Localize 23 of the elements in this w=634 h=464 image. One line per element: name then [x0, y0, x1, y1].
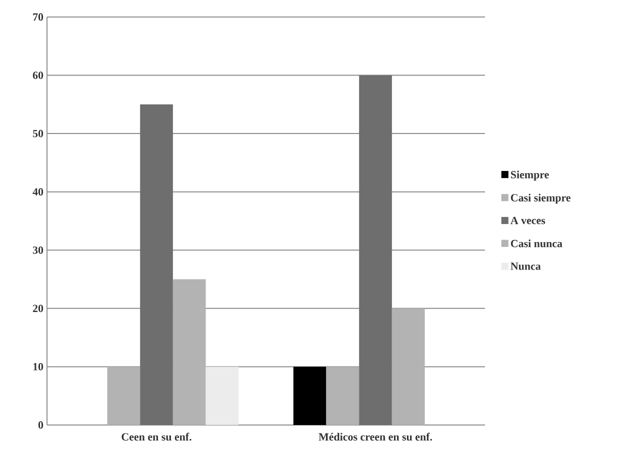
bar: [359, 75, 392, 425]
legend-label: Nunca: [510, 262, 541, 270]
y-tick-label: 50: [32, 130, 44, 138]
bar: [140, 104, 173, 425]
bar: [326, 366, 360, 425]
bar: [172, 279, 206, 425]
x-tick-label: Ceen en su enf.: [122, 432, 192, 441]
bar: [107, 366, 140, 425]
y-tick-label: 0: [38, 421, 44, 429]
y-tick-label: 40: [32, 188, 44, 196]
legend-label: Casi nunca: [510, 240, 562, 248]
y-tick-label: 70: [33, 13, 44, 21]
legend-label: A veces: [510, 216, 546, 224]
x-tick-label: Médicos creen en su enf.: [318, 432, 432, 441]
y-tick-label: 60: [32, 72, 44, 79]
bar: [293, 366, 326, 425]
bar: [206, 366, 239, 425]
y-tick-label: 20: [32, 304, 44, 312]
legend-label: Casi siempre: [510, 194, 570, 204]
y-tick-label: 10: [33, 363, 44, 370]
legend-label: Siempre: [510, 170, 549, 181]
bar: [392, 308, 425, 425]
y-tick-label: 30: [32, 246, 44, 254]
